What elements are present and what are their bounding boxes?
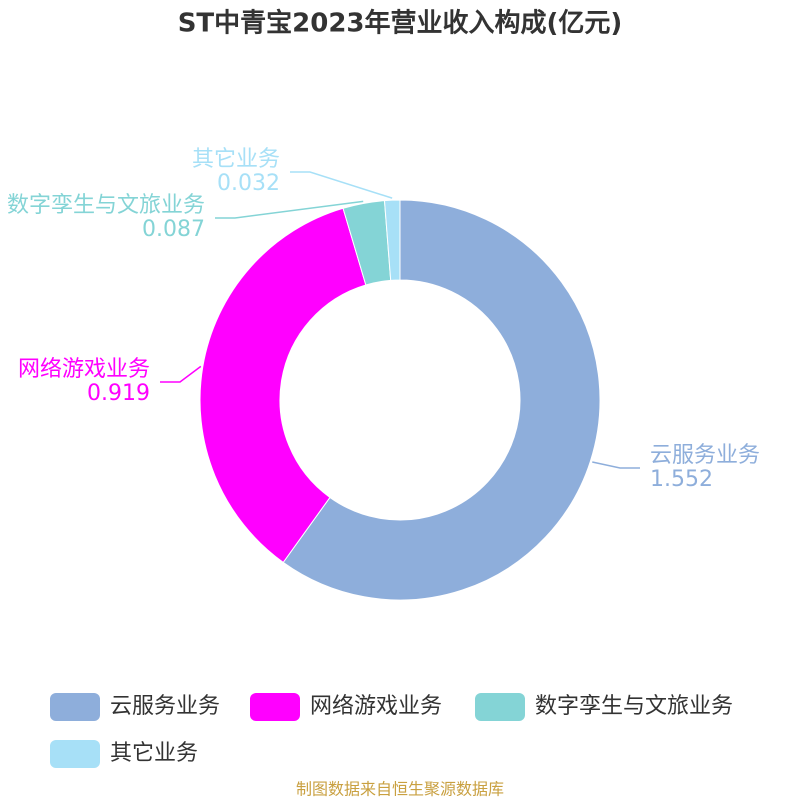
- value-label: 0.032: [217, 171, 280, 196]
- leader-line: [160, 365, 202, 383]
- source-note: 制图数据来自恒生聚源数据库: [296, 780, 504, 799]
- legend-label: 云服务业务: [110, 694, 220, 719]
- donut-slice: [199, 207, 367, 564]
- slice-label: 云服务业务: [650, 443, 760, 468]
- value-label: 0.919: [87, 381, 150, 406]
- donut-slice: [383, 199, 401, 281]
- legend-label: 其它业务: [110, 741, 198, 766]
- legend-swatch: [250, 693, 300, 721]
- legend-swatch: [475, 693, 525, 721]
- chart-title: ST中青宝2023年营业收入构成(亿元): [178, 8, 623, 39]
- leader-line: [592, 461, 640, 469]
- value-label: 0.087: [142, 217, 205, 242]
- legend-label: 数字孪生与文旅业务: [535, 694, 733, 719]
- slice-label: 数字孪生与文旅业务: [7, 193, 205, 218]
- slice-label: 其它业务: [192, 147, 280, 172]
- donut-slice: [282, 199, 601, 601]
- legend-swatch: [50, 740, 100, 768]
- leader-line: [215, 200, 364, 219]
- legend-swatch: [50, 693, 100, 721]
- value-label: 1.552: [650, 467, 713, 492]
- slice-label: 网络游戏业务: [18, 357, 150, 382]
- legend-label: 网络游戏业务: [310, 694, 442, 719]
- leader-line: [290, 171, 393, 199]
